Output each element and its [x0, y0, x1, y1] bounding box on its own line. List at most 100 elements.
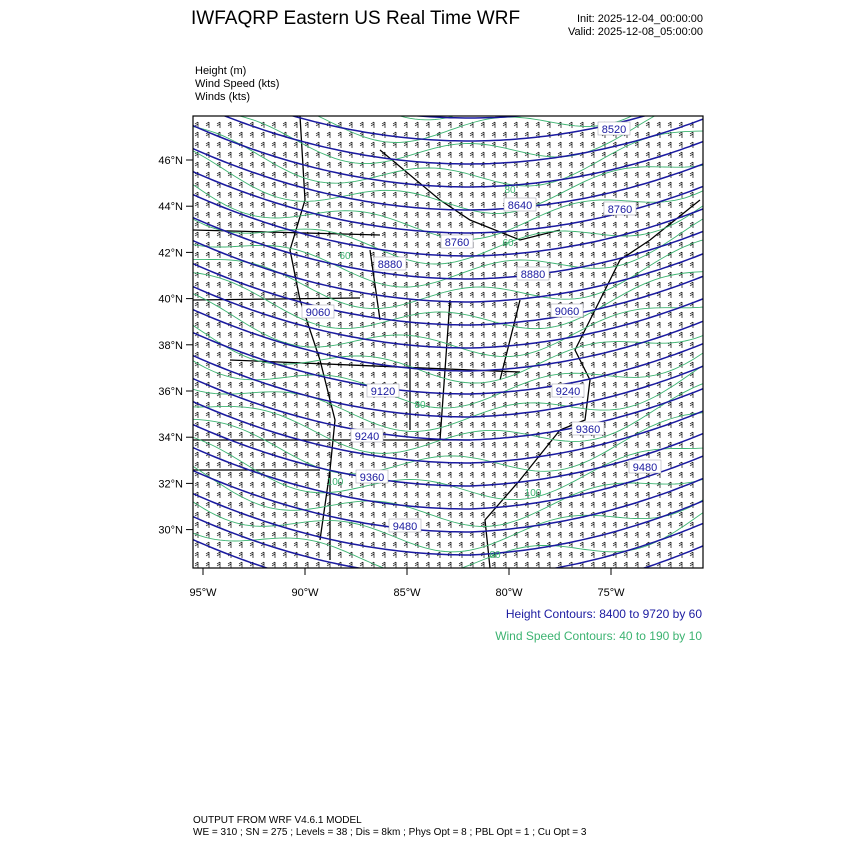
wind-barb — [205, 371, 210, 378]
wind-barb — [381, 411, 386, 418]
wind-barb — [392, 421, 397, 428]
wind-barb — [623, 511, 628, 518]
valid-time: Valid: 2025-12-08_05:00:00 — [568, 26, 703, 38]
wind-barb — [194, 121, 199, 128]
wind-barb — [282, 221, 287, 228]
wind-barb — [469, 221, 474, 228]
plot-title: IWFAQRP Eastern US Real Time WRF — [191, 8, 521, 29]
wind-barb — [194, 141, 199, 148]
wind-barb — [337, 221, 342, 228]
wind-barb — [370, 281, 375, 288]
wind-barb — [205, 351, 210, 358]
wind-barb — [359, 161, 364, 168]
wind-barb — [447, 151, 452, 158]
wind-barb — [260, 341, 265, 348]
wind-barb — [667, 471, 672, 478]
wind-barb — [601, 561, 606, 568]
wind-barb — [524, 421, 529, 428]
wind-barb — [271, 401, 276, 408]
wind-barb — [590, 171, 595, 178]
wind-barb — [326, 451, 331, 458]
wind-barb — [557, 491, 562, 498]
wind-barb — [304, 431, 309, 438]
wind-barb — [260, 421, 265, 428]
wind-contour-label: 80 — [504, 185, 516, 196]
wind-barb — [205, 421, 210, 428]
wind-barb — [546, 141, 551, 148]
wind-barb — [612, 161, 617, 168]
height-contour-label: 8760 — [445, 237, 469, 249]
wind-barb — [535, 551, 540, 558]
wind-barb — [513, 351, 518, 358]
wind-barb — [568, 521, 573, 528]
wind-barb — [568, 191, 573, 198]
wind-barb — [469, 141, 474, 148]
wind-barb — [425, 561, 430, 568]
wind-barb — [491, 431, 496, 438]
wind-barb — [634, 331, 639, 338]
wind-barb — [546, 551, 551, 558]
wind-barb — [623, 561, 628, 568]
wind-barb — [513, 211, 518, 218]
wind-barb — [568, 211, 573, 218]
wind-barb — [557, 141, 562, 148]
wind-barb — [601, 471, 606, 478]
wind-barb — [337, 301, 342, 308]
wind-barb — [480, 511, 485, 518]
wind-barb — [535, 531, 540, 538]
wind-barb — [502, 371, 507, 378]
wind-barb — [480, 141, 485, 148]
height-contour-label: 8880 — [521, 269, 545, 281]
wind-barb — [403, 421, 408, 428]
wind-barb — [260, 361, 265, 368]
wind-barb — [359, 351, 364, 358]
wind-barb — [381, 401, 386, 408]
wind-barb — [348, 491, 353, 498]
wind-barb — [458, 141, 463, 148]
wind-barb — [271, 261, 276, 268]
wind-barb — [568, 141, 573, 148]
wind-barb — [315, 471, 320, 478]
wind-barb — [227, 511, 232, 518]
wind-barb — [502, 451, 507, 458]
wind-barb — [480, 131, 485, 138]
wind-barb — [403, 321, 408, 328]
wind-barb — [348, 341, 353, 348]
wind-barb — [601, 151, 606, 158]
wind-barb — [447, 191, 452, 198]
wind-barb — [645, 491, 650, 498]
wind-barb — [447, 541, 452, 548]
wind-barb — [535, 391, 540, 398]
wind-barb — [348, 321, 353, 328]
wind-barb — [689, 331, 694, 338]
wind-barb — [524, 481, 529, 488]
wind-barb — [392, 191, 397, 198]
wind-barb — [337, 251, 342, 258]
wind-barb — [414, 231, 419, 238]
wind-barb — [238, 241, 243, 248]
wind-barb — [436, 191, 441, 198]
wind-barb — [326, 241, 331, 248]
wind-speed-contour-line — [185, 4, 710, 70]
wind-barb — [590, 411, 595, 418]
wind-barb — [370, 491, 375, 498]
wind-barb — [359, 421, 364, 428]
wind-barb — [623, 471, 628, 478]
wind-barb — [612, 411, 617, 418]
wind-barb — [282, 191, 287, 198]
wind-barb — [623, 451, 628, 458]
wind-barb — [249, 161, 254, 168]
wind-barb — [381, 341, 386, 348]
wind-barb — [667, 181, 672, 188]
wind-barb — [249, 321, 254, 328]
wind-barb — [403, 211, 408, 218]
wind-barb — [249, 371, 254, 378]
wind-barb — [535, 561, 540, 568]
wind-barb — [414, 301, 419, 308]
height-contour-label: 9480 — [633, 462, 657, 474]
wind-barb — [645, 141, 650, 148]
wind-barb — [656, 441, 661, 448]
wind-barb — [590, 201, 595, 208]
wind-barb — [370, 181, 375, 188]
wind-barb — [304, 411, 309, 418]
